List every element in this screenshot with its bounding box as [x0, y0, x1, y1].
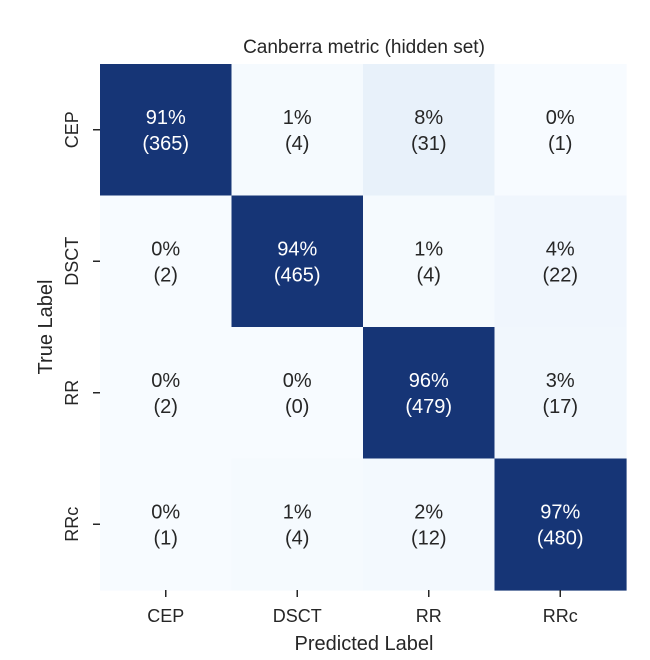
y-tick-label: DSCT	[62, 237, 82, 286]
cell-count-label: (2)	[154, 396, 178, 418]
y-axis-ticks: CEP DSCT RR RRc	[62, 111, 100, 542]
y-tick-label: RRc	[62, 507, 82, 542]
x-axis-title: Predicted Label	[295, 633, 434, 655]
cell-percent-label: 8%	[414, 107, 443, 129]
cell-percent-label: 0%	[546, 107, 575, 129]
heatmap-cell	[100, 195, 233, 328]
cell-percent-label: 2%	[414, 501, 443, 523]
heatmap-cell	[363, 327, 496, 460]
cell-count-label: (0)	[285, 396, 309, 418]
cell-count-label: (365)	[142, 133, 189, 155]
y-axis-title: True Label	[35, 280, 57, 375]
cell-percent-label: 1%	[283, 107, 312, 129]
heatmap-cell	[363, 64, 496, 197]
cell-count-label: (17)	[542, 396, 578, 418]
heatmap-cell	[100, 64, 233, 197]
chart-title: Canberra metric (hidden set)	[243, 37, 485, 58]
heatmap-cell	[363, 458, 496, 591]
cell-percent-label: 0%	[151, 370, 180, 392]
cell-count-label: (4)	[285, 133, 309, 155]
cell-count-label: (12)	[411, 527, 447, 549]
cell-percent-label: 0%	[283, 370, 312, 392]
heatmap-cell	[494, 327, 627, 460]
cell-count-label: (1)	[154, 527, 178, 549]
x-tick-label: RR	[416, 606, 442, 626]
cell-percent-label: 96%	[409, 370, 449, 392]
y-tick-label: CEP	[62, 111, 82, 148]
cell-percent-label: 1%	[283, 501, 312, 523]
x-tick-label: DSCT	[273, 606, 322, 626]
cell-count-label: (479)	[405, 396, 452, 418]
cell-percent-label: 94%	[277, 238, 317, 260]
y-tick-label: RR	[62, 380, 82, 406]
heatmap-cell	[231, 195, 364, 328]
cell-percent-label: 1%	[414, 238, 443, 260]
heatmap-cell	[494, 458, 627, 591]
cell-count-label: (480)	[537, 527, 584, 549]
heatmap-cell	[363, 195, 496, 328]
cell-count-label: (1)	[548, 133, 572, 155]
cell-count-label: (4)	[285, 527, 309, 549]
heatmap-cells: 91% (365) 1% (4) 8% (31) 0% (1) 0% (2) 94% (465) 1% (…	[100, 64, 627, 591]
cell-percent-label: 97%	[540, 501, 580, 523]
cell-percent-label: 0%	[151, 501, 180, 523]
heatmap-cell	[231, 327, 364, 460]
cell-count-label: (465)	[274, 264, 321, 286]
cell-count-label: (31)	[411, 133, 447, 155]
x-tick-label: RRc	[543, 606, 578, 626]
cell-percent-label: 0%	[151, 238, 180, 260]
cell-count-label: (2)	[154, 264, 178, 286]
cell-percent-label: 4%	[546, 238, 575, 260]
cell-percent-label: 3%	[546, 370, 575, 392]
heatmap-cell	[494, 195, 627, 328]
heatmap-cell	[231, 458, 364, 591]
heatmap-cell	[100, 327, 233, 460]
x-axis-ticks: CEP DSCT RR RRc	[147, 590, 578, 626]
heatmap-cell	[100, 458, 233, 591]
cell-count-label: (4)	[417, 264, 441, 286]
x-tick-label: CEP	[147, 606, 184, 626]
heatmap-cell	[231, 64, 364, 197]
heatmap-cell	[494, 64, 627, 197]
cell-percent-label: 91%	[146, 107, 186, 129]
cell-count-label: (22)	[542, 264, 578, 286]
